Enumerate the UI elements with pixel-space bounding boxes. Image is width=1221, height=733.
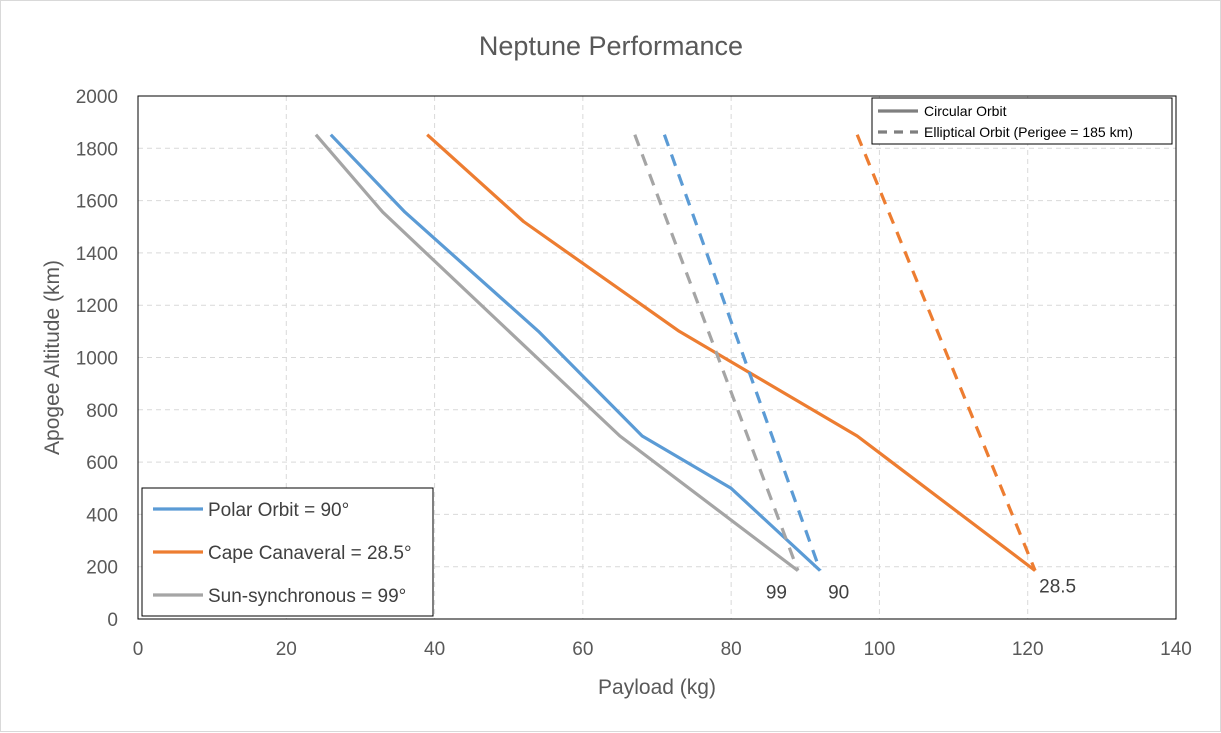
y-tick-label: 400: [86, 505, 118, 526]
y-tick-label: 800: [86, 401, 118, 422]
inclination-legend-label: Polar Orbit = 90°: [208, 500, 349, 521]
y-tick-label: 1400: [76, 244, 118, 265]
x-tick-label: 20: [276, 639, 297, 660]
data-label-99: 99: [766, 583, 787, 604]
x-tick-label: 0: [133, 639, 144, 660]
tick-label-layer: 0 200 400 600 800 1000 1200 1400 1600 1800 2000 0 20…: [76, 87, 1192, 660]
y-tick-label: 2000: [76, 87, 118, 108]
series-line-circular-2: [314, 133, 799, 572]
x-tick-label: 120: [1012, 639, 1044, 660]
data-label-28-5: 28.5: [1039, 577, 1076, 598]
x-tick-label: 100: [864, 639, 896, 660]
x-tick-label: 140: [1160, 639, 1192, 660]
x-tick-label: 80: [721, 639, 742, 660]
y-tick-label: 0: [107, 610, 118, 631]
orbit-legend-box: [871, 97, 1173, 145]
x-tick-label: 60: [572, 639, 593, 660]
series-layer: [314, 133, 1037, 572]
inclination-legend: Polar Orbit = 90° Cape Canaveral = 28.5° S…: [141, 487, 434, 617]
orbit-type-legend: Circular Orbit Elliptical Orbit (Perigee …: [871, 97, 1173, 145]
orbit-legend-label: Elliptical Orbit (Perigee = 185 km): [924, 124, 1133, 140]
series-line-circular-1: [426, 133, 1037, 572]
y-tick-label: 1600: [76, 192, 118, 213]
inclination-legend-label: Cape Canaveral = 28.5°: [208, 543, 412, 564]
chart-title: Neptune Performance: [479, 31, 743, 61]
series-line-elliptical-4: [855, 134, 1037, 572]
y-tick-label: 1800: [76, 139, 118, 160]
data-label-90: 90: [828, 583, 849, 604]
x-axis-label: Payload (kg): [598, 676, 716, 699]
annotation-layer: 99 90 28.5: [766, 577, 1076, 604]
x-tick-label: 40: [424, 639, 445, 660]
y-tick-label: 1200: [76, 296, 118, 317]
series-line-elliptical-5: [633, 134, 800, 572]
y-tick-label: 1000: [76, 349, 118, 370]
y-axis-label: Apogee Altitude (km): [41, 260, 64, 455]
orbit-legend-label: Circular Orbit: [924, 103, 1007, 119]
inclination-legend-label: Sun-synchronous = 99°: [208, 586, 406, 607]
plot-area-frame: [137, 95, 1177, 620]
y-tick-label: 200: [86, 558, 118, 579]
y-tick-label: 600: [86, 453, 118, 474]
series-line-elliptical-3: [662, 134, 822, 572]
series-line-circular-0: [329, 133, 822, 572]
